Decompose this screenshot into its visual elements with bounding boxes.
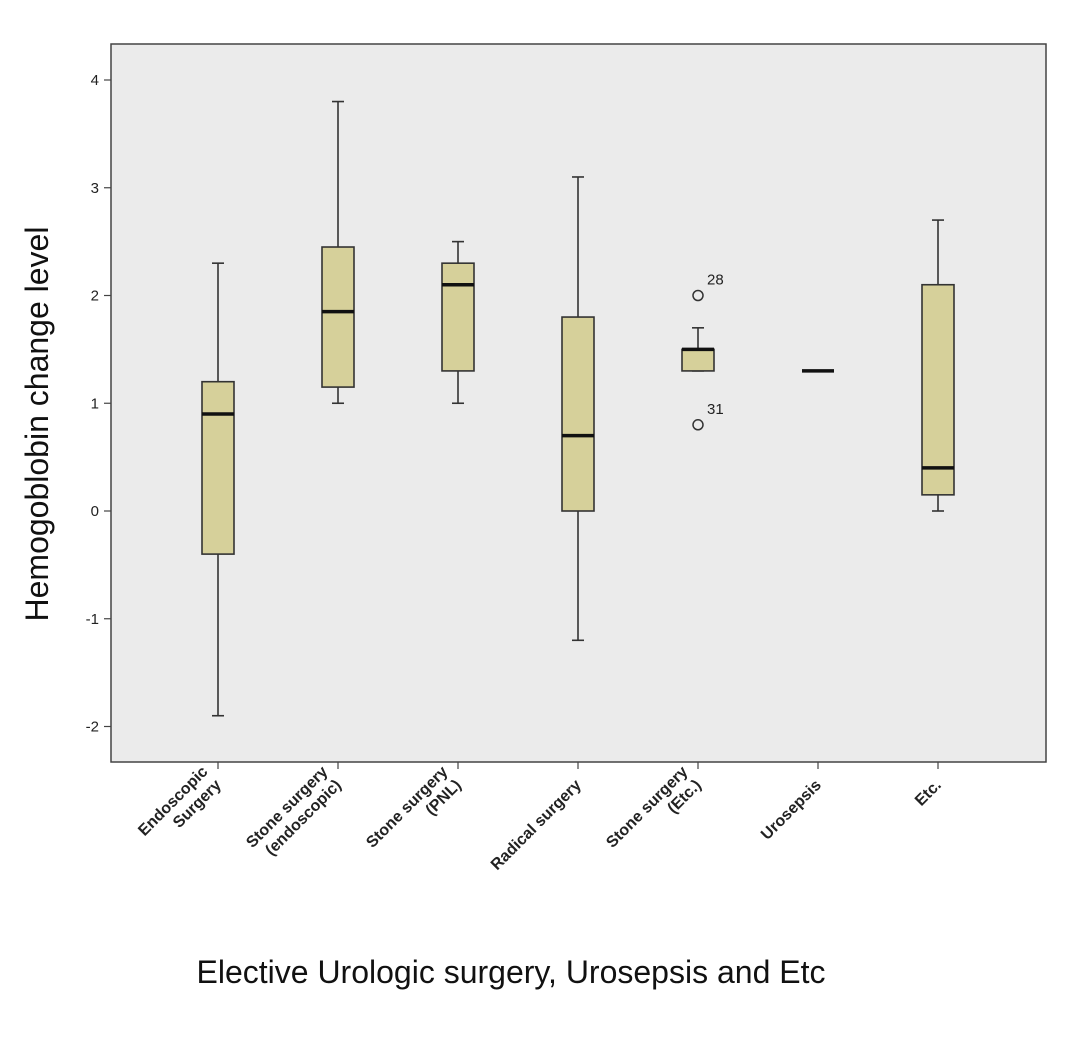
y-axis-title: Hemogoblobin change level (19, 227, 55, 622)
x-tick-label: Radical surgery (488, 777, 585, 874)
y-tick-label: 4 (91, 72, 99, 89)
x-tick-label: Stone surgery(Etc.) (603, 763, 705, 865)
y-tick-label: 3 (91, 180, 99, 197)
outlier-point (692, 289, 704, 302)
outlier-point (692, 419, 704, 431)
box-iqr (441, 262, 475, 372)
outlier-label: 31 (707, 401, 724, 418)
outlier-label: 28 (707, 272, 724, 289)
y-tick-label: -1 (86, 611, 99, 628)
x-tick-label-line: Etc. (912, 777, 945, 810)
box-iqr (201, 380, 235, 555)
y-axis: -2 -1 0 1 2 3 4 (86, 72, 111, 736)
box-group (921, 219, 955, 512)
box-group: 28 31 (681, 272, 724, 431)
x-tick-label: Etc. (912, 777, 945, 810)
box-group (201, 262, 235, 717)
x-axis: EndoscopicSurgery Stone surgery(endoscopi… (135, 762, 945, 874)
box-series: 28 31 (201, 100, 955, 717)
y-tick-label: 2 (91, 288, 99, 305)
y-tick-label: -2 (86, 719, 99, 736)
box-group (321, 100, 355, 405)
box-iqr (561, 316, 595, 512)
box-iqr (321, 246, 355, 388)
box-group (561, 176, 595, 642)
x-tick-label: Stone surgery(PNL) (363, 763, 465, 865)
box-iqr (681, 348, 715, 372)
y-tick-label: 0 (91, 503, 99, 520)
box-group (441, 240, 475, 405)
y-tick-label: 1 (91, 395, 99, 412)
x-tick-label-line: Urosepsis (758, 777, 825, 844)
x-axis-title: Elective Urologic surgery, Urosepsis and… (197, 954, 826, 990)
x-tick-label: Stone surgery(endoscopic) (243, 763, 345, 865)
x-tick-label: Urosepsis (758, 777, 825, 844)
x-tick-label: EndoscopicSurgery (135, 763, 225, 853)
x-tick-label-line: Radical surgery (488, 777, 585, 874)
box-iqr (921, 283, 955, 496)
